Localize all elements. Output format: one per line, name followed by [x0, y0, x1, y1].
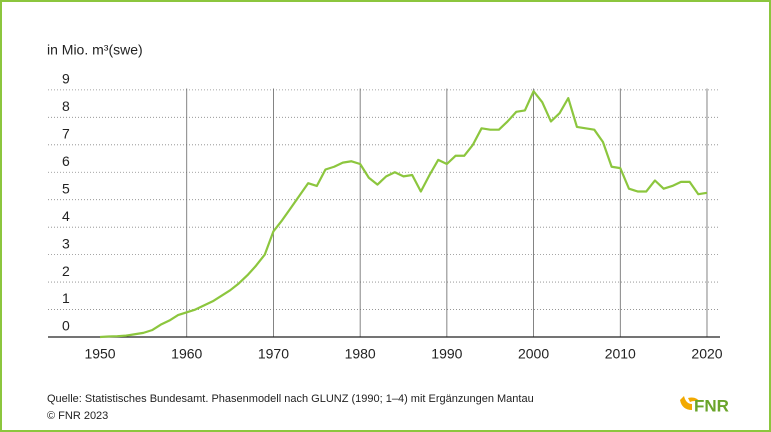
y-tick-label: 1: [62, 290, 70, 306]
x-tick-label: 1950: [84, 346, 115, 362]
data-line: [99, 90, 708, 339]
y-tick-label: 5: [62, 180, 70, 196]
y-tick-label: 0: [62, 318, 70, 334]
y-tick-label: 3: [62, 235, 70, 251]
x-tick-label: 2010: [605, 346, 636, 362]
y-tick-label: 4: [62, 208, 70, 224]
y-tick-label: 6: [62, 153, 70, 169]
y-tick-label: 8: [62, 98, 70, 114]
x-tick-label: 1980: [345, 346, 376, 362]
x-tick-label: 1970: [258, 346, 289, 362]
copyright: © FNR 2023: [47, 410, 108, 422]
source: Quelle: Statistisches Bundesamt. Phasenm…: [47, 393, 534, 405]
y-tick-label: 7: [62, 125, 70, 141]
logo-icon: [680, 396, 700, 410]
y-tick-label: 9: [62, 71, 70, 87]
x-tick-label: 1990: [431, 346, 462, 362]
y-axis-label: in Mio. m³(swe): [47, 42, 143, 58]
y-tick-label: 2: [62, 263, 70, 279]
logo: FNR: [694, 396, 729, 415]
x-tick-label: 1960: [171, 346, 202, 362]
x-tick-label: 2020: [691, 346, 722, 362]
x-tick-label: 2000: [518, 346, 549, 362]
